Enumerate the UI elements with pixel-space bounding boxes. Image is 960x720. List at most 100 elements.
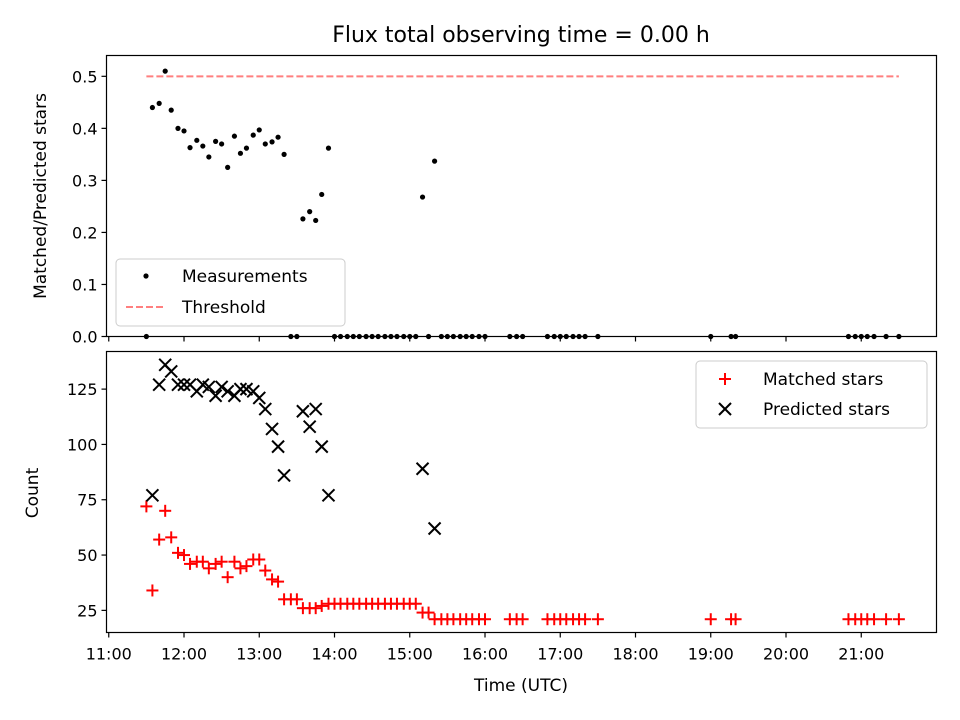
x-tick-label: 15:00 [387,645,433,664]
measurements-point [300,216,306,222]
count-panel: Count Time (UTC) 25 50 75 100 125 11:00 12:00… [23,350,938,696]
measurements-point [250,132,256,138]
top-y-tick-label: 0.4 [72,119,97,138]
legend-marker-measurements [143,273,149,279]
top-y-axis-label: Matched/Predicted stars [31,93,51,299]
matched-stars-point [880,613,893,626]
predicted-stars-point [427,521,442,536]
predicted-stars-point [152,377,166,392]
x-tick-label: 14:00 [311,645,357,664]
predicted-stars-point [265,422,279,436]
matched-stars-point [516,613,529,626]
matched-stars-point [579,613,592,626]
legend-marker-matched [719,373,731,385]
x-tick-label: 20:00 [763,645,809,664]
top-y-ticks: 0.0 0.1 0.2 0.3 0.4 0.5 [72,67,107,347]
predicted-stars-point [208,389,223,403]
predicted-stars-point [145,488,160,503]
x-tick-label: 17:00 [537,645,583,664]
bottom-y-axis-label: Count [23,467,43,518]
matched-stars-point [259,564,272,577]
matched-stars-point [409,597,422,610]
matched-stars-point [159,504,172,517]
bottom-legend-box [695,360,928,429]
measurements-point [194,137,200,143]
matched-stars-point [729,613,742,626]
matched-stars-point [591,613,604,626]
legend-label-predicted: Predicted stars [763,400,890,420]
bottom-y-ticks: 25 50 75 100 125 [67,380,107,620]
x-axis-label: Time (UTC) [473,676,568,696]
predicted-stars-point [164,364,178,379]
measurements-point [225,164,231,170]
matched-stars-point [868,613,881,626]
ratio-panel: Flux total observing time = 0.00 h Match… [31,23,938,347]
matched-stars-point [315,599,328,612]
matched-stars-point [140,500,153,513]
predicted-stars-point [277,468,291,483]
measurements-point [419,194,426,200]
measurements-point [219,141,225,147]
bottom-plot-frame [105,350,938,634]
x-tick-label: 21:00 [838,645,884,664]
measurements-point [187,145,193,151]
predicted-stars-point [296,404,310,418]
measurements-point [307,209,313,215]
matched-stars-point [234,562,247,575]
bottom-y-tick-label: 100 [67,435,98,454]
measurements-point [149,104,156,111]
predicted-stars-point [171,377,185,392]
matched-stars-point [228,555,241,568]
x-tick-label: 18:00 [612,645,658,664]
x-tick-label: 12:00 [161,645,207,664]
predicted-stars-point [302,420,317,434]
legend-marker-predicted [718,402,732,416]
measurements-point [243,145,250,151]
measurements-point [319,191,325,198]
measurements-point [213,138,219,144]
top-legend: Measurements Threshold [115,258,346,327]
top-y-tick-label: 0.1 [72,275,97,294]
matched-stars-point [153,533,166,546]
bottom-y-tick-label: 25 [77,601,97,620]
measurements-point [175,125,181,131]
bottom-y-tick-label: 75 [77,491,97,510]
x-tick-label: 13:00 [236,645,282,664]
top-legend-box [115,258,346,327]
matched-stars-point [422,606,435,619]
x-tick-label: 19:00 [688,645,734,664]
matched-stars-point [209,557,222,570]
matched-stars-point [253,553,266,566]
measurements-point [200,143,206,149]
predicted-stars-point [415,462,430,476]
measurements-point [168,107,174,113]
matched-stars-point [309,602,322,615]
measurements-point [275,134,281,140]
bottom-y-tick-label: 50 [77,546,97,565]
matched-stars-point [178,549,191,562]
matched-stars-point [479,613,492,626]
matched-stars-point [202,562,215,575]
matched-stars-point [221,571,234,584]
measurements-point [431,158,438,164]
top-y-tick-label: 0.5 [72,67,97,86]
matched-stars-point [272,575,285,588]
matched-stars-point [266,573,279,586]
measurements-point [281,151,287,157]
predicted-stars-point [177,377,191,392]
top-y-tick-label: 0.3 [72,171,97,190]
measurements-point [325,145,332,151]
top-y-tick-label: 0.2 [72,223,97,242]
top-plot-frame [105,54,938,338]
predicted-stars-point [220,384,235,399]
measurements-point [262,141,268,147]
measurements-point [206,154,212,160]
bottom-data-layer [140,358,905,626]
top-x-ticks [108,336,862,342]
legend-label-measurements: Measurements [182,267,308,287]
predicted-stars-point [271,439,285,454]
matched-stars-point [290,593,303,606]
measurements-point [237,150,244,156]
